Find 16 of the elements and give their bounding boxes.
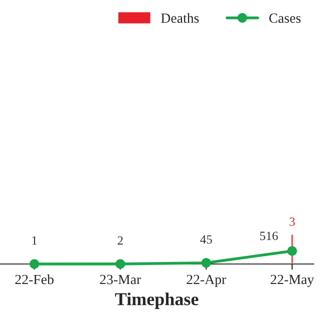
point xyxy=(287,246,297,256)
x-tick-label: 22-May xyxy=(270,274,314,288)
data-label: 1 xyxy=(32,236,37,245)
point xyxy=(30,259,40,269)
data-label: 45 xyxy=(200,235,212,244)
data-label: 3 xyxy=(290,218,295,226)
x-axis-title: Timephase xyxy=(115,292,198,309)
legend-label: Deaths xyxy=(161,13,199,23)
x-tick-label: 22-Apr xyxy=(186,274,226,288)
data-label: 2 xyxy=(118,236,123,245)
x-tick-label: 23-Mar xyxy=(100,274,141,284)
point xyxy=(115,259,126,269)
data-label: 516 xyxy=(260,232,278,240)
legend-label: Cases xyxy=(269,14,301,23)
x-tick-label: 22-Feb xyxy=(15,274,54,284)
point xyxy=(201,258,212,268)
